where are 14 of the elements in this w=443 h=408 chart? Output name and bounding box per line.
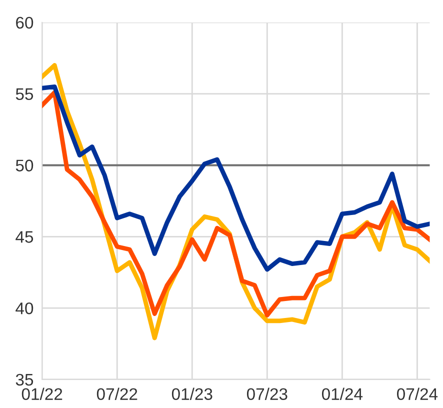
x-tick-label: 07/22 <box>96 388 138 400</box>
line-series <box>42 90 430 318</box>
y-tick-label: 35 <box>16 374 34 386</box>
x-tick-label: 01/24 <box>322 388 363 400</box>
y-tick-label: 55 <box>16 88 34 100</box>
x-tick-label: 07/23 <box>246 388 288 400</box>
x-tick-label: 07/24 <box>397 388 438 400</box>
y-tick-label: 45 <box>16 231 34 243</box>
x-tick-label: 01/22 <box>22 388 62 400</box>
y-tick-label: 60 <box>16 16 34 29</box>
y-tick-label: 50 <box>16 160 34 172</box>
y-tick-label: 40 <box>16 302 34 314</box>
x-tick-label: 01/23 <box>172 388 212 400</box>
line-series <box>42 84 430 272</box>
